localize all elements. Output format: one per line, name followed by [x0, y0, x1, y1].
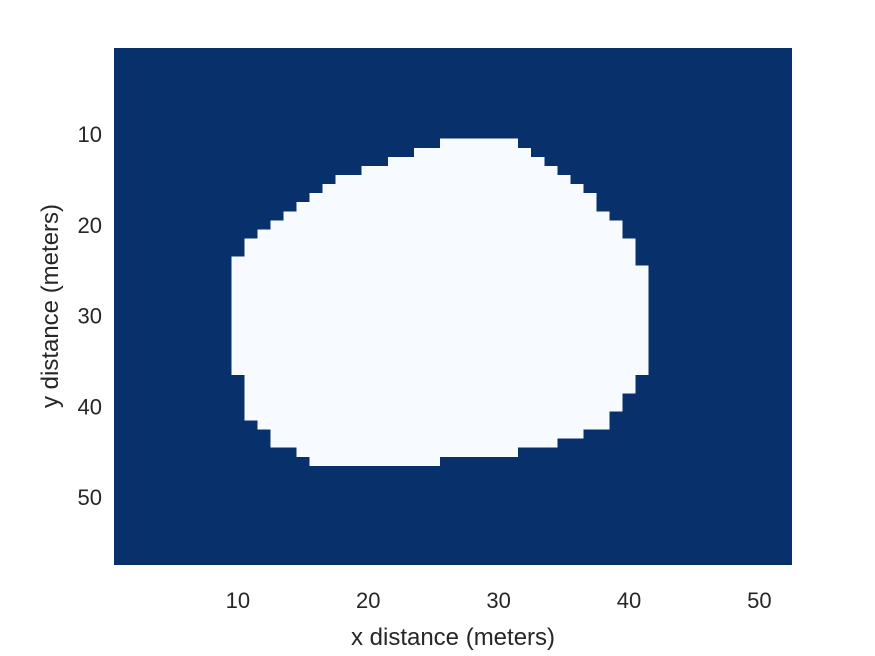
- region-row-cell: [231, 292, 649, 303]
- region-row-cell: [244, 401, 623, 412]
- region-row-cell: [231, 265, 649, 276]
- region-row-cell: [231, 256, 636, 267]
- region-row-cell: [296, 202, 597, 212]
- region-row-cell: [296, 447, 519, 457]
- region-row-cell: [270, 438, 558, 448]
- region-row-cell: [439, 138, 519, 149]
- region-row-cell: [270, 428, 584, 439]
- region-row-cell: [231, 320, 649, 330]
- x-tick-label: 10: [226, 588, 250, 613]
- region-row-cell: [231, 365, 649, 376]
- region-row-cell: [413, 147, 532, 158]
- region-row-cell: [335, 174, 571, 185]
- region-row-cell: [244, 247, 636, 258]
- x-tick-label: 30: [486, 588, 510, 613]
- y-axis-label: y distance (meters): [37, 204, 64, 408]
- region-row-cell: [257, 419, 610, 430]
- region-row-cell: [257, 229, 623, 240]
- region-row-cell: [231, 283, 649, 294]
- y-tick-label: 30: [78, 304, 102, 329]
- region-row-cell: [231, 311, 649, 321]
- region-row-cell: [244, 238, 636, 249]
- x-axis-ticks: 10 20 30 40 50: [226, 588, 772, 613]
- x-tick-label: 40: [617, 588, 641, 613]
- y-tick-label: 50: [78, 485, 102, 510]
- region-row-cell: [309, 456, 440, 466]
- y-axis-ticks: 10 20 30 40 50: [78, 122, 102, 510]
- region-row-cell: [309, 193, 597, 203]
- region-row-cell: [231, 329, 649, 339]
- region-row-cell: [231, 301, 649, 312]
- region-cells: [231, 138, 649, 466]
- region-row-cell: [244, 383, 636, 394]
- y-tick-label: 20: [78, 213, 102, 238]
- region-row-cell: [244, 392, 623, 403]
- region-row-cell: [244, 374, 636, 385]
- region-row-cell: [361, 165, 558, 176]
- y-tick-label: 40: [78, 394, 102, 419]
- y-tick-label: 10: [78, 122, 102, 147]
- region-row-cell: [387, 156, 545, 167]
- region-row-cell: [283, 211, 610, 221]
- region-row-cell: [231, 356, 649, 367]
- region-row-cell: [270, 220, 623, 231]
- region-row-cell: [231, 338, 649, 348]
- x-tick-label: 20: [356, 588, 380, 613]
- region-row-cell: [231, 274, 649, 285]
- x-axis-label: x distance (meters): [351, 624, 555, 651]
- region-row-cell: [231, 347, 649, 357]
- region-row-cell: [244, 410, 610, 421]
- x-tick-label: 50: [747, 588, 771, 613]
- region-row-cell: [322, 184, 584, 194]
